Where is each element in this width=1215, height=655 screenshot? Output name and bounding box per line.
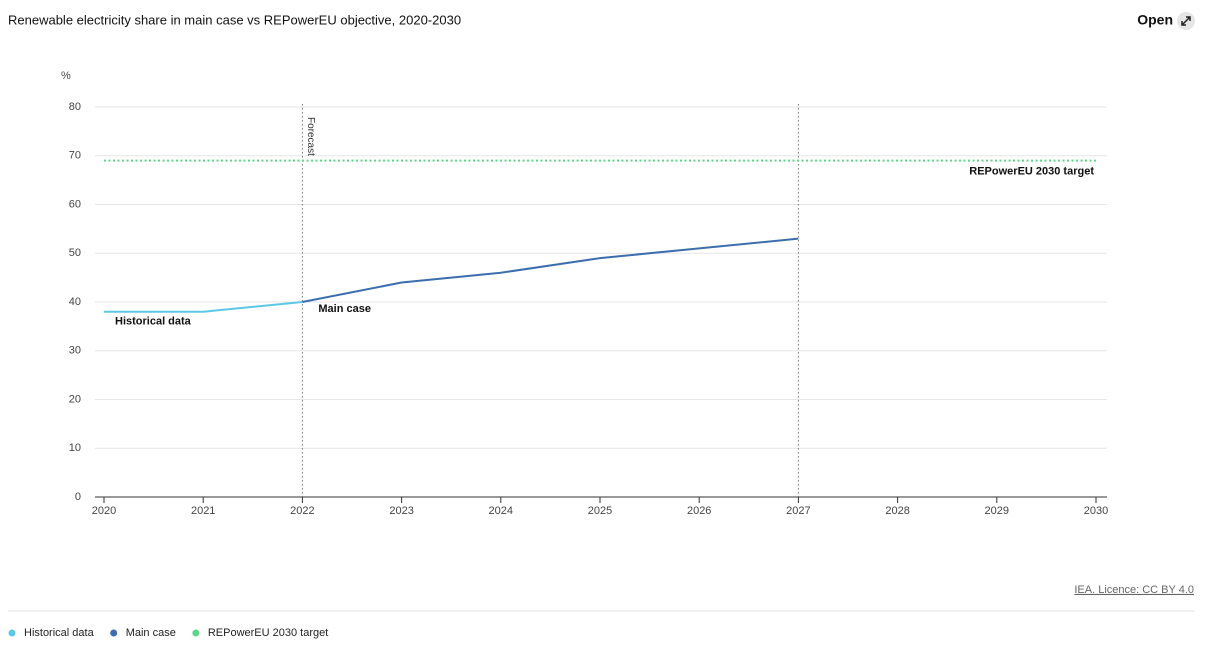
y-tick-label: 80	[69, 101, 81, 113]
x-tick-label: 2021	[191, 505, 215, 517]
series-annotation: Historical data	[115, 316, 192, 328]
x-tick-label: 2025	[588, 505, 612, 517]
y-tick-label: 30	[69, 345, 81, 357]
x-tick-label: 2030	[1084, 505, 1108, 517]
x-tick-label: 2020	[92, 505, 116, 517]
legend-label: REPowerEU 2030 target	[208, 627, 328, 639]
open-icon[interactable]	[1181, 16, 1191, 26]
chart-title: Renewable electricity share in main case…	[8, 12, 461, 27]
y-tick-label: 60	[69, 198, 81, 210]
y-tick-label: 0	[75, 491, 81, 503]
legend-label: Main case	[126, 627, 176, 639]
open-label[interactable]: Open	[1137, 12, 1173, 28]
legend: Historical data Main case REPowerEU 2030 t…	[8, 627, 328, 639]
y-tick-label: 20	[69, 393, 81, 405]
legend-marker	[192, 629, 200, 637]
x-tick-label: 2023	[389, 505, 413, 517]
x-tick-label: 2028	[885, 505, 909, 517]
x-tick-label: 2022	[290, 505, 314, 517]
legend-marker	[110, 629, 118, 637]
source-link[interactable]: IEA. Licence: CC BY 4.0	[1074, 584, 1194, 596]
y-tick-label: 50	[69, 247, 81, 259]
series-line	[104, 301, 303, 313]
series-line	[302, 237, 799, 303]
y-tick-label: 40	[69, 296, 81, 308]
legend-marker	[8, 629, 16, 637]
y-tick-label: 10	[69, 442, 81, 454]
y-axis-unit: %	[61, 70, 71, 82]
series-annotation: REPowerEU 2030 target	[969, 166, 1094, 178]
legend-label: Historical data	[24, 627, 95, 639]
reference-label: Forecast	[305, 117, 316, 156]
x-tick-label: 2024	[489, 505, 513, 517]
x-tick-label: 2026	[687, 505, 711, 517]
series-annotation: Main case	[318, 303, 371, 315]
open-button[interactable]: Open	[1137, 12, 1195, 30]
y-tick-label: 70	[69, 150, 81, 162]
x-tick-label: 2027	[786, 505, 810, 517]
x-tick-label: 2029	[985, 505, 1009, 517]
